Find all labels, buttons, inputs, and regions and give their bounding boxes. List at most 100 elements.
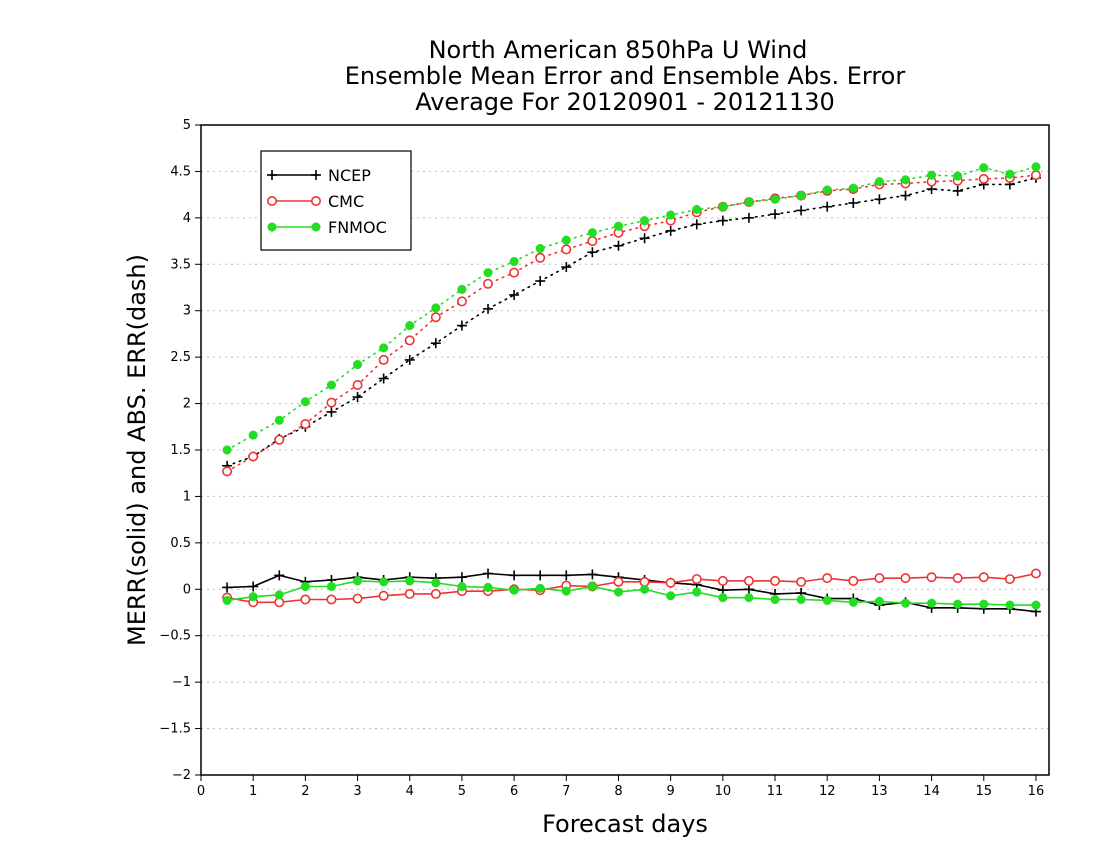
abs-err-point-ncep [326, 406, 337, 417]
merr-point-fnmoc [1005, 600, 1015, 610]
merr-point-cmc [430, 588, 441, 599]
legend-marker [266, 196, 277, 207]
merr-point-cmc [1004, 574, 1015, 585]
abs-err-point-fnmoc [770, 194, 780, 204]
title-line-2: Ensemble Mean Error and Ensemble Abs. Er… [345, 62, 906, 90]
abs-err-point-cmc [300, 418, 311, 429]
abs-err-point-ncep [665, 225, 676, 236]
merr-point-cmc [978, 572, 989, 583]
merr-point-fnmoc [509, 585, 519, 595]
x-tick-label: 0 [197, 784, 205, 799]
abs-err-point-fnmoc [613, 221, 624, 231]
abs-err-point-fnmoc [457, 284, 467, 294]
merr-point-cmc [404, 588, 415, 599]
merr-point-fnmoc [535, 583, 545, 593]
abs-err-point-fnmoc [353, 360, 363, 370]
merr-point-cmc [665, 577, 676, 588]
abs-err-point-fnmoc [874, 177, 884, 187]
abs-err-point-cmc [274, 434, 285, 445]
abs-err-point-ncep [796, 205, 807, 216]
abs-err-point-ncep [613, 240, 624, 251]
abs-err-point-ncep [717, 215, 728, 226]
y-tick-label: −0.5 [159, 629, 191, 644]
chart-title: North American 850hPa U Wind Ensemble Me… [345, 36, 906, 116]
abs-err-point-cmc [430, 312, 441, 323]
merr-point-fnmoc [405, 576, 415, 586]
abs-err-point-fnmoc [248, 430, 258, 440]
merr-point-cmc [796, 576, 807, 587]
abs-err-point-ncep [639, 233, 650, 244]
merr-point-cmc [743, 575, 754, 586]
merr-point-fnmoc [874, 596, 884, 606]
merr-point-fnmoc [796, 594, 806, 605]
y-tick-label: −1.5 [159, 722, 191, 737]
merr-point-fnmoc [274, 590, 284, 600]
y-tick-label: 3.5 [170, 257, 191, 272]
legend-marker [267, 170, 277, 180]
merr-point-cmc [926, 572, 937, 583]
x-tick-label: 8 [614, 784, 622, 799]
plot-frame [200, 124, 1050, 776]
legend-label: CMC [328, 192, 364, 211]
legend-marker [267, 222, 277, 232]
merr-point-fnmoc [587, 581, 597, 592]
abs-err-point-cmc [248, 451, 259, 462]
legend-label: FNMOC [328, 218, 387, 237]
abs-err-point-fnmoc [326, 380, 337, 390]
merr-point-ncep [587, 569, 598, 580]
abs-err-point-cmc [978, 173, 989, 184]
merr-point-ncep [222, 582, 233, 593]
abs-err-point-cmc [1030, 170, 1041, 181]
y-tick-label: 5 [183, 118, 191, 133]
merr-point-ncep [248, 581, 259, 592]
legend-item-ncep: NCEP [267, 166, 371, 185]
abs-err-point-fnmoc [796, 191, 806, 201]
title-line-1: North American 850hPa U Wind [429, 36, 808, 64]
x-tick-label: 6 [510, 784, 518, 799]
y-tick-label: 4 [183, 211, 191, 226]
merr-point-fnmoc [222, 595, 232, 605]
abs-err-line-cmc [226, 174, 1037, 473]
x-tick-label: 7 [562, 784, 570, 799]
merr-point-cmc [952, 573, 963, 584]
merr-point-fnmoc [379, 577, 389, 587]
abs-err-point-cmc [404, 335, 415, 346]
merr-point-fnmoc [353, 576, 363, 586]
abs-err-point-ncep [352, 392, 363, 403]
x-tick-label: 11 [767, 784, 784, 799]
x-tick-label: 14 [923, 784, 940, 799]
abs-err-point-ncep [535, 276, 546, 286]
x-tick-label: 12 [819, 784, 836, 799]
abs-err-point-fnmoc [509, 256, 519, 267]
abs-err-point-cmc [326, 397, 337, 408]
abs-err-point-ncep [848, 198, 859, 208]
abs-err-point-ncep [509, 289, 520, 300]
legend: NCEP CMC FNMOC [260, 150, 412, 251]
abs-err-point-ncep [430, 338, 441, 349]
abs-err-point-ncep [874, 194, 885, 205]
merr-point-fnmoc [770, 594, 780, 605]
abs-err-point-fnmoc [744, 197, 754, 207]
merr-point-cmc [378, 590, 389, 601]
abs-err-point-cmc [456, 296, 467, 307]
abs-err-point-ncep [952, 185, 963, 196]
x-tick-label: 13 [871, 784, 888, 799]
merr-point-fnmoc [326, 581, 337, 592]
merr-point-ncep [456, 572, 467, 583]
merr-point-ncep [743, 584, 754, 595]
merr-point-fnmoc [979, 599, 989, 609]
merr-point-fnmoc [1031, 600, 1041, 610]
legend-marker [311, 222, 321, 232]
merr-point-fnmoc [927, 598, 937, 608]
axis-ticks: 54.543.532.521.510.50−0.5−1−1.5−20 1 2 3 4 5 6… [159, 118, 1044, 799]
abs-err-point-fnmoc [300, 397, 310, 407]
merr-point-fnmoc [744, 593, 754, 603]
abs-err-point-ncep [456, 320, 467, 331]
abs-err-point-fnmoc [640, 216, 650, 226]
y-tick-label: 3 [183, 304, 191, 319]
abs-err-point-cmc [509, 267, 520, 278]
abs-err-point-ncep [483, 303, 494, 314]
abs-err-point-ncep [770, 209, 781, 220]
merr-point-fnmoc [953, 599, 963, 609]
